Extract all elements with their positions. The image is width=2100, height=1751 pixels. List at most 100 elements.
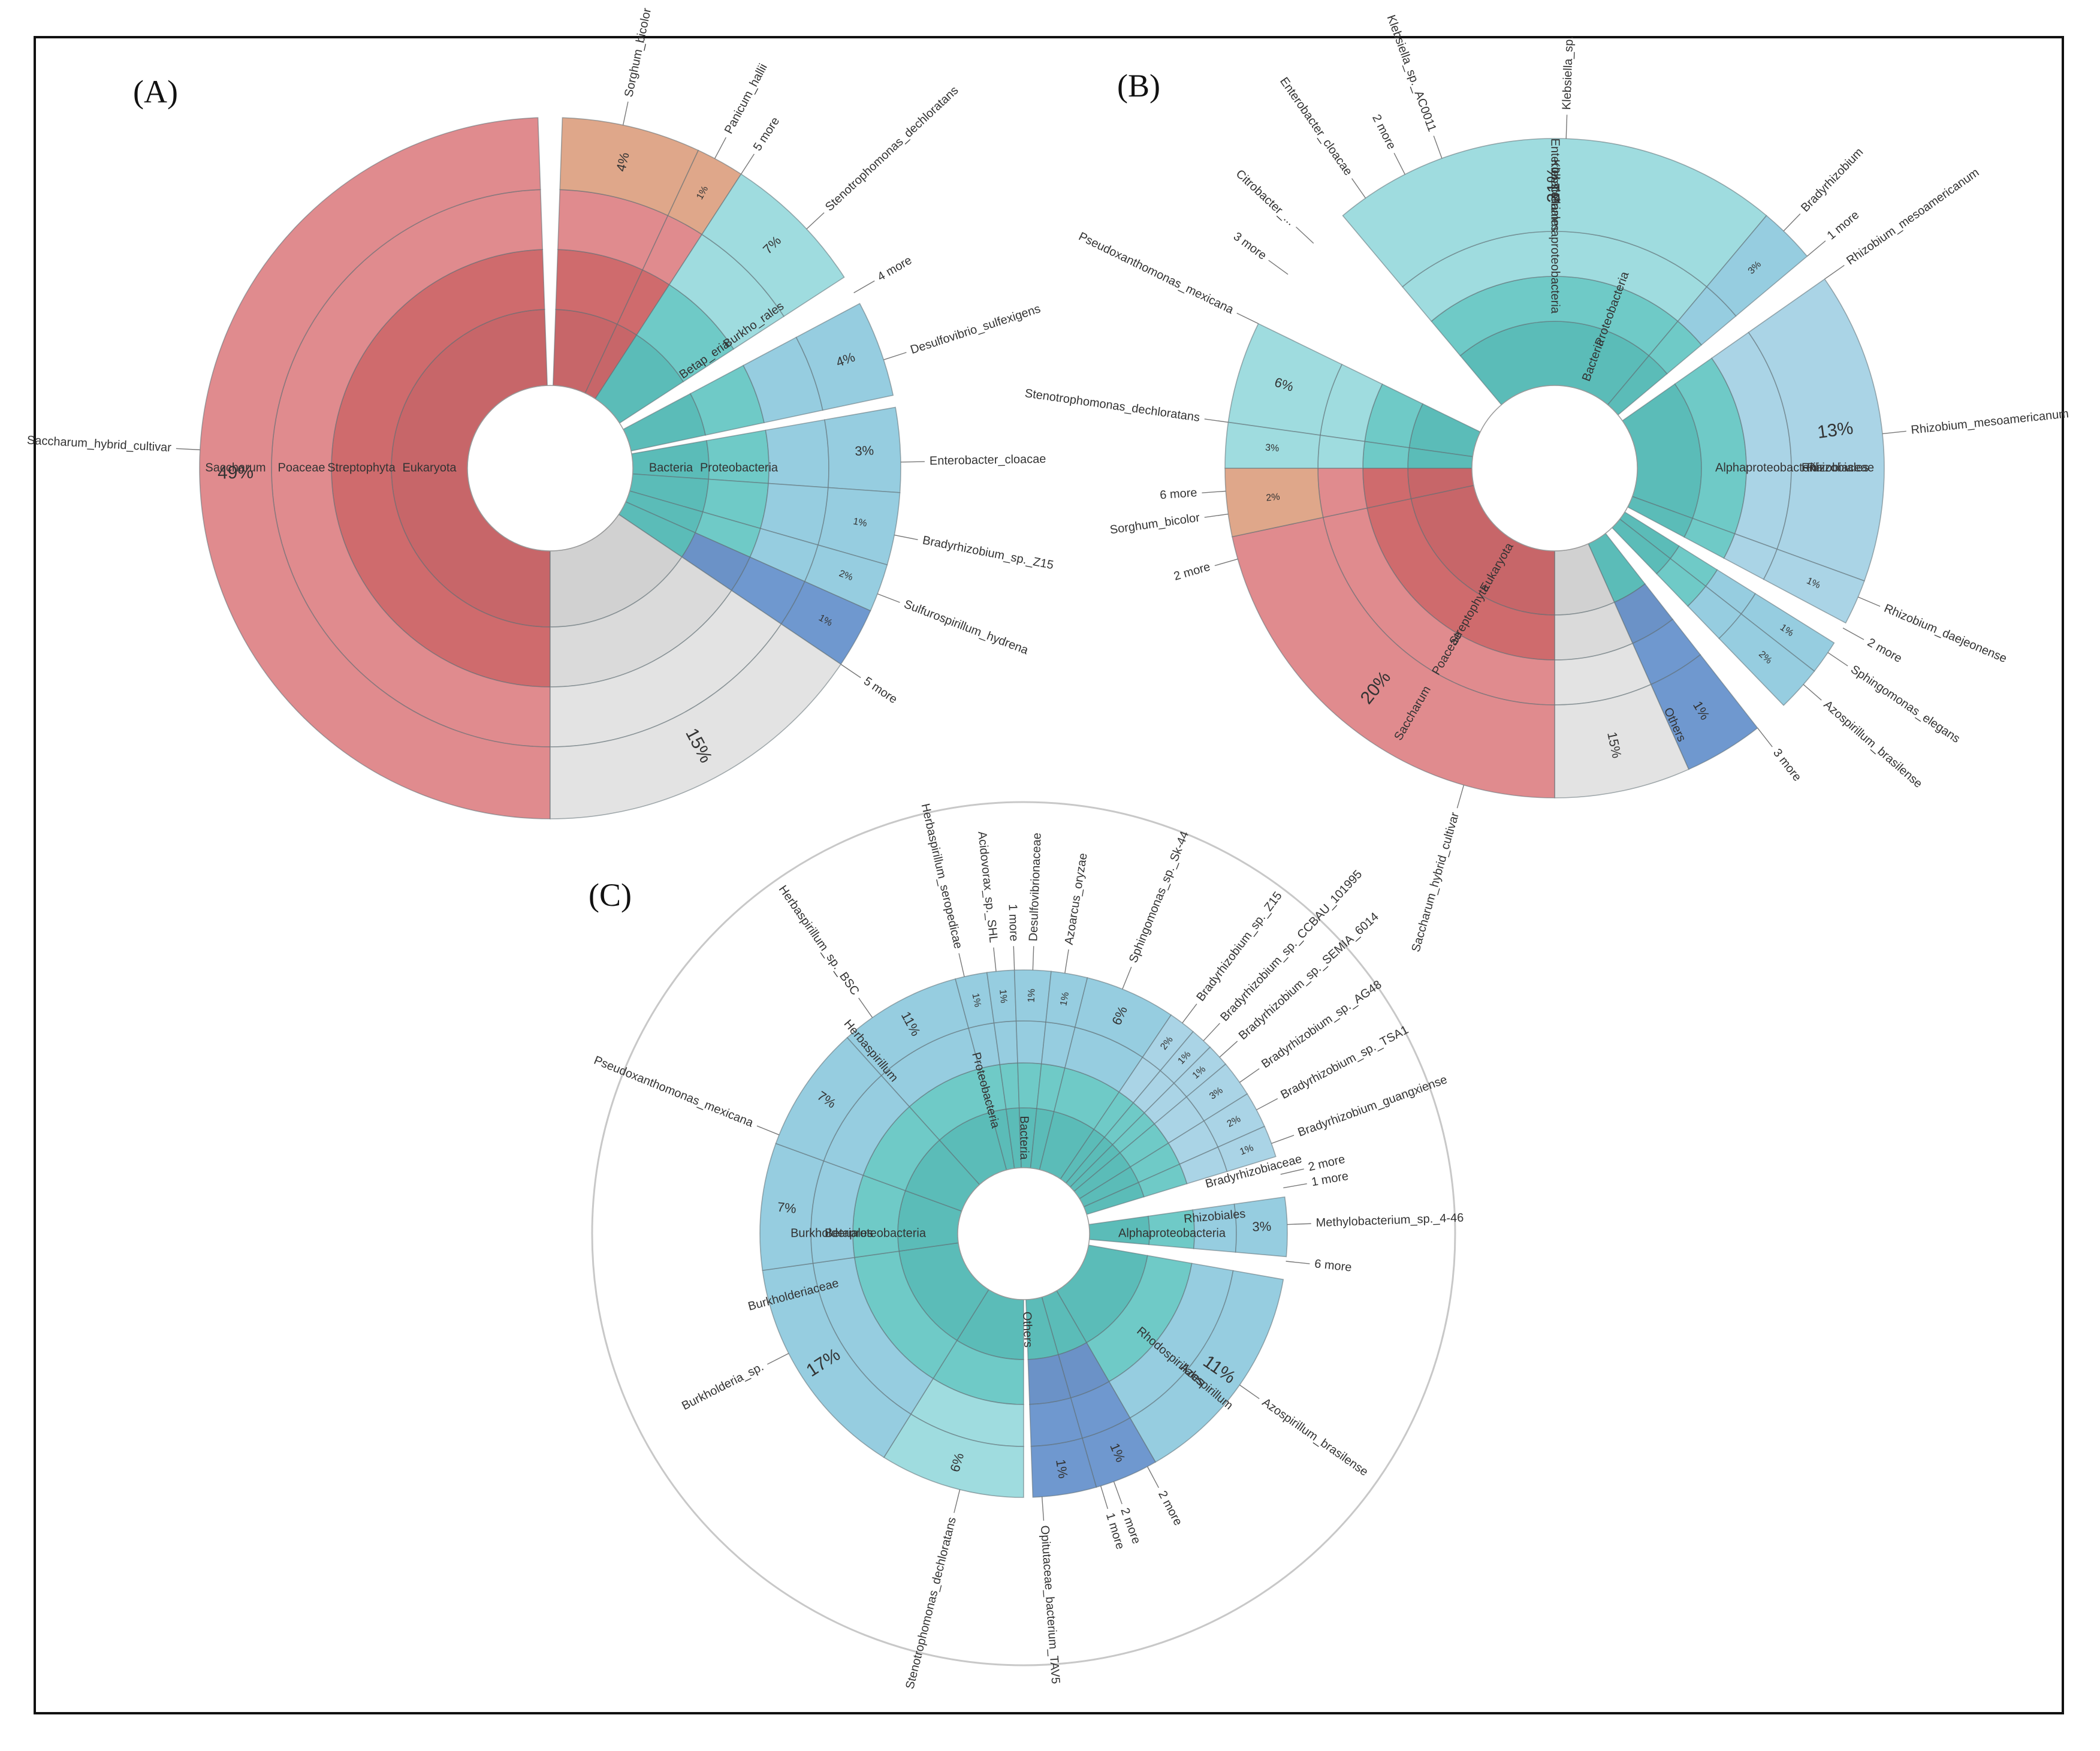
leader-line: [1280, 1168, 1304, 1175]
leader-line: [1204, 513, 1229, 518]
outer-taxon-label: Bradyrhizobium_sp._Z15: [1194, 890, 1284, 1004]
leader-line: [714, 137, 727, 159]
outer-taxon-label: Sorghum_bicolor: [622, 7, 654, 98]
leader-line: [1842, 628, 1864, 640]
ring-label: Bacteria: [649, 461, 693, 474]
outer-taxon-label: Azoarcus_oryzae: [1063, 852, 1090, 946]
outer-taxon-label: Herbaspirillum_seropedicae: [918, 802, 964, 950]
leader-line: [1858, 596, 1881, 607]
leader-line: [1122, 966, 1132, 990]
leader-line: [1219, 1041, 1238, 1058]
outer-taxon-label: Rhizobium_mesoamericanum: [1844, 166, 1981, 268]
segment-herbaspirillum-seropedicae[interactable]: [775, 1036, 882, 1162]
leader-line: [1393, 152, 1405, 175]
ring-label: Rhizobiaceae: [1802, 461, 1874, 474]
segment-percent-label: 13%: [1816, 418, 1854, 442]
outer-guide-ring: [591, 801, 1456, 1666]
leader-line: [1182, 1003, 1197, 1024]
outer-taxon-label: Acidovorax_sp._SHL: [975, 831, 1000, 944]
figure-frame: [34, 36, 2064, 1714]
segment-pseudoxanthomonas-mexicana[interactable]: [1227, 323, 1343, 436]
outer-taxon-label: Herbaspirillum_sp._BSC: [776, 883, 862, 997]
leader-line: [1296, 227, 1314, 244]
leader-line: [894, 534, 918, 540]
ring-label: Others: [1020, 1311, 1034, 1348]
leader-line: [1268, 260, 1289, 275]
segment-klebsiella-sp-[interactable]: [1342, 138, 1767, 288]
segment-saccharum-hybrid-cultivar[interactable]: [199, 117, 551, 819]
segment-percent-label: 1%: [852, 517, 868, 529]
segment-azospirillum-brasilense[interactable]: [1718, 613, 1815, 706]
outer-taxon-label: 2 more: [1155, 1488, 1185, 1527]
leader-line: [741, 153, 755, 174]
segment-percent-label: 1%: [1027, 988, 1037, 1003]
leader-line: [954, 1489, 961, 1513]
leader-line: [1565, 114, 1568, 139]
outer-taxon-label: 3 more: [1231, 230, 1269, 262]
panel-label-a: (A): [133, 74, 178, 110]
outer-taxon-label: 1 more: [1006, 904, 1021, 942]
segment-percent-label: 3%: [855, 443, 874, 459]
segment--other-sp-[interactable]: [550, 623, 842, 819]
ring-label: Burkholderiales: [790, 1226, 873, 1240]
segment-percent-label: 3%: [1252, 1219, 1271, 1234]
outer-taxon-label: Enterobacter_cloacae: [1277, 75, 1355, 178]
segment-percent-label: 1%: [1058, 991, 1071, 1007]
outer-taxon-label: 3 more: [1770, 746, 1804, 784]
segment-rhizobium-mesoamericanum[interactable]: [1748, 278, 1885, 582]
leader-line: [1100, 1485, 1109, 1509]
segment-saccharum-hybrid-cultivar[interactable]: [1232, 517, 1555, 798]
ring-label: Bacteria: [1018, 1116, 1031, 1160]
leader-line: [858, 997, 873, 1018]
outer-taxon-label: Sorghum_bicolor: [1109, 511, 1200, 537]
outer-taxon-label: Saccharum_hybrid_cultivar: [26, 434, 171, 455]
segment-bradyrhizobium-guangxiense[interactable]: [1217, 1125, 1277, 1173]
leader-line: [1239, 1068, 1260, 1083]
segment-percent-label: 2%: [838, 568, 855, 583]
leader-line: [176, 448, 200, 451]
center-hole: [1471, 385, 1638, 551]
ring-label: Alphaproteobacteria: [1118, 1226, 1226, 1240]
ring-label: Rhizobiales: [1807, 461, 1869, 474]
outer-taxon-label: Sulfurospirillum_hydrena: [902, 598, 1030, 658]
ring-label: Proteobacteria: [700, 461, 779, 474]
leader-line: [1064, 949, 1069, 974]
ring-label: Saccharum: [205, 461, 265, 474]
leader-line: [1824, 265, 1845, 280]
panel-label-b: (B): [1117, 68, 1160, 104]
segment-methylobacterium-sp-4-46[interactable]: [1233, 1196, 1288, 1258]
ring-label: Eukaryota: [402, 461, 457, 474]
leader-line: [1146, 1466, 1159, 1488]
leader-line: [1239, 1384, 1260, 1399]
leader-line: [877, 593, 900, 603]
leader-line: [993, 947, 997, 972]
segment-percent-label: 3%: [1265, 442, 1280, 454]
sunburst-chart-b: 21%3%13%1%1%2%1%15%20%2%6%3%BacteriaProt…: [1024, 13, 2069, 953]
segment-stenotrophomonas-dechloratans[interactable]: [701, 173, 845, 317]
segment-opitutaceae-bacterium-tav5[interactable]: [1030, 1437, 1097, 1498]
leader-line: [806, 212, 825, 230]
leader-line: [883, 352, 907, 360]
outer-taxon-label: 1 more: [1825, 209, 1862, 243]
leader-line: [1113, 1481, 1123, 1505]
ring-label: Alphaproteobacteria: [1715, 461, 1823, 474]
leader-line: [1283, 1183, 1307, 1189]
segment-desulfovibrio-sulfexigens[interactable]: [795, 303, 894, 411]
outer-taxon-label: 2 more: [1172, 560, 1212, 583]
outer-taxon-label: 5 more: [751, 115, 782, 153]
sunburst-chart-a: 49%4%1%7%4%3%1%2%1%15%EukaryotaStreptoph…: [26, 7, 1055, 819]
outer-taxon-label: Stenotrophomonas_dechloratans: [903, 1516, 959, 1690]
leader-line: [1803, 684, 1822, 701]
outer-taxon-label: Stenotrophomonas_dechloratans: [823, 84, 961, 214]
segment-stenotrophomonas-dechloratans[interactable]: [1224, 421, 1321, 469]
leader-line: [622, 101, 629, 125]
ring-label: Gammaproteobacteria: [1549, 194, 1562, 314]
segment-bradyrhizobium[interactable]: [1706, 215, 1808, 317]
leader-line: [1806, 240, 1826, 257]
inner-ring-arc: [1317, 468, 1368, 519]
outer-taxon-label: 6 more: [1160, 486, 1198, 502]
outer-taxon-label: Opitutaceae_bacterium_TAV5: [1038, 1525, 1062, 1684]
segment-rhizobium-daejeonense[interactable]: [1763, 548, 1865, 624]
outer-taxon-label: Citrobacter_...: [1233, 167, 1298, 228]
